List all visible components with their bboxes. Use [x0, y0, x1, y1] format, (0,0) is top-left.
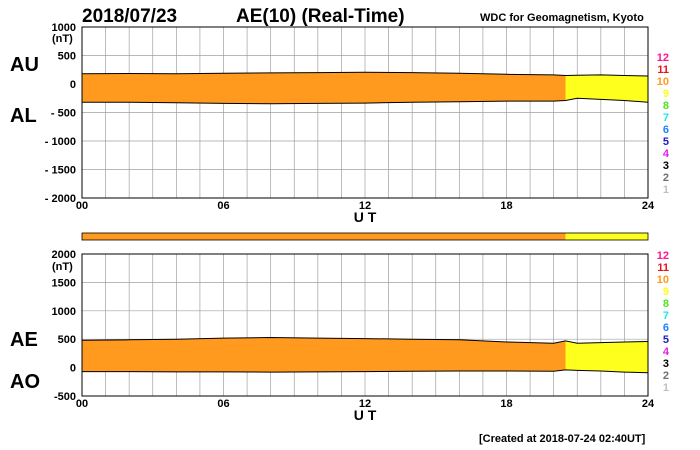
ae-ao-y-ticks: 2000 1500 1000 500 0 -500: [52, 249, 76, 403]
station-legend-label: 10: [657, 76, 669, 88]
station-legend-label: 6: [663, 124, 669, 136]
ae-ao-x-axis-label: U T: [354, 407, 377, 423]
ae-ao-grid: [82, 254, 648, 396]
ae-ao-frame: [81, 253, 649, 397]
au-al-y-tick-label: 500: [58, 51, 76, 63]
station-legend-label: 7: [663, 310, 669, 322]
ae-ao-series-ao: [82, 369, 649, 374]
au-al-y-tick-label: - 2000: [45, 193, 76, 205]
au-al-x-tick-label: 24: [642, 200, 655, 212]
date-title: 2018/07/23: [82, 6, 177, 27]
station-count-strip: [81, 232, 649, 241]
au-al-series-al: [82, 97, 649, 105]
station-legend-label: 9: [663, 286, 669, 298]
au-label: AU: [10, 54, 39, 76]
au-al-series-au: [81, 71, 649, 77]
au-al-y-tick-label: 1000: [52, 22, 76, 34]
ae-ao-traces: [81, 336, 649, 374]
ae-ao-y-tick-label: -500: [54, 391, 76, 403]
ae-ao-series-ae: [81, 336, 649, 344]
ae-ao-x-tick-label: 12: [359, 398, 371, 410]
au-al-y-ticks: 1000 500 0 - 500 - 1000 - 1500 - 2000: [45, 22, 76, 205]
station-legend-label: 12: [657, 52, 669, 64]
station-strip-frame: [81, 232, 649, 241]
station-legend-label: 12: [657, 250, 669, 262]
station-legend-label: 3: [663, 358, 669, 370]
ae-ao-unit: (nT): [52, 261, 73, 273]
au-al-x-tick-label: 12: [359, 200, 371, 212]
station-legend-label: 11: [657, 64, 669, 76]
au-al-grid: [82, 27, 648, 198]
source-label: WDC for Geomagnetism, Kyoto: [480, 12, 644, 24]
station-legend-label: 8: [663, 100, 669, 112]
station-legend-label: 2: [663, 172, 669, 184]
au-al-x-ticks: 00 06 12 18 24: [76, 200, 655, 212]
au-al-unit: (nT): [52, 33, 73, 45]
station-strip-segment: [82, 233, 566, 240]
al-label: AL: [10, 105, 37, 127]
station-legend-label: 4: [663, 346, 670, 358]
ae-ao-x-tick-label: 00: [76, 398, 88, 410]
ae-ao-band: [82, 337, 648, 373]
au-al-x-tick-label: 18: [500, 200, 512, 212]
created-timestamp: [Created at 2018-07-24 02:40UT]: [479, 433, 646, 445]
au-al-y-tick-label: - 1500: [45, 165, 76, 177]
ae-ao-band-segment: [82, 337, 566, 373]
au-al-y-tick-label: - 500: [51, 108, 76, 120]
ae-ao-band-segment: [565, 340, 648, 373]
ae-ao-y-tick-label: 0: [70, 363, 76, 375]
ae-ao-y-tick-label: 2000: [52, 249, 76, 261]
au-al-y-tick-label: 0: [70, 79, 76, 91]
station-legend-label: 11: [657, 262, 669, 274]
ae-label: AE: [10, 329, 38, 351]
ao-label: AO: [10, 371, 40, 393]
station-legend-label: 1: [663, 382, 669, 394]
ae-ao-x-tick-label: 18: [500, 398, 512, 410]
au-al-band-segment: [565, 74, 648, 103]
ae-ao-x-tick-label: 06: [217, 398, 229, 410]
au-al-x-tick-label: 00: [76, 200, 88, 212]
station-legend-label: 6: [663, 322, 669, 334]
au-al-x-axis-label: U T: [354, 209, 377, 225]
station-legend-label: 8: [663, 298, 669, 310]
station-legend-label: 3: [663, 160, 669, 172]
au-al-y-tick-label: - 1000: [45, 136, 76, 148]
au-al-panel: 1000 500 0 - 500 - 1000 - 1500 - 2000 00 06 12 18…: [10, 22, 655, 225]
au-al-x-tick-label: 06: [217, 200, 229, 212]
station-legend-label: 4: [663, 148, 670, 160]
au-al-band: [82, 72, 648, 104]
ae-ao-x-ticks: 00 06 12 18 24: [76, 398, 655, 410]
ae-ao-y-tick-label: 1500: [52, 277, 76, 289]
station-legend-label: 9: [663, 88, 669, 100]
station-legend-label: 1: [663, 184, 669, 196]
station-legend-label: 2: [663, 370, 669, 382]
ae-ao-x-tick-label: 24: [642, 398, 655, 410]
station-strip-segment: [565, 233, 648, 240]
station-legend-label: 5: [663, 334, 669, 346]
au-al-frame: [81, 26, 649, 199]
chart-title: AE(10) (Real-Time): [236, 6, 405, 27]
ae-ao-y-tick-label: 1000: [52, 306, 76, 318]
station-legend-label: 5: [663, 136, 669, 148]
au-al-traces: [81, 71, 649, 105]
au-al-band-segment: [82, 72, 566, 104]
station-legend-label: 7: [663, 112, 669, 124]
station-legend-label: 10: [657, 274, 669, 286]
ae-ao-y-tick-label: 500: [58, 334, 76, 346]
